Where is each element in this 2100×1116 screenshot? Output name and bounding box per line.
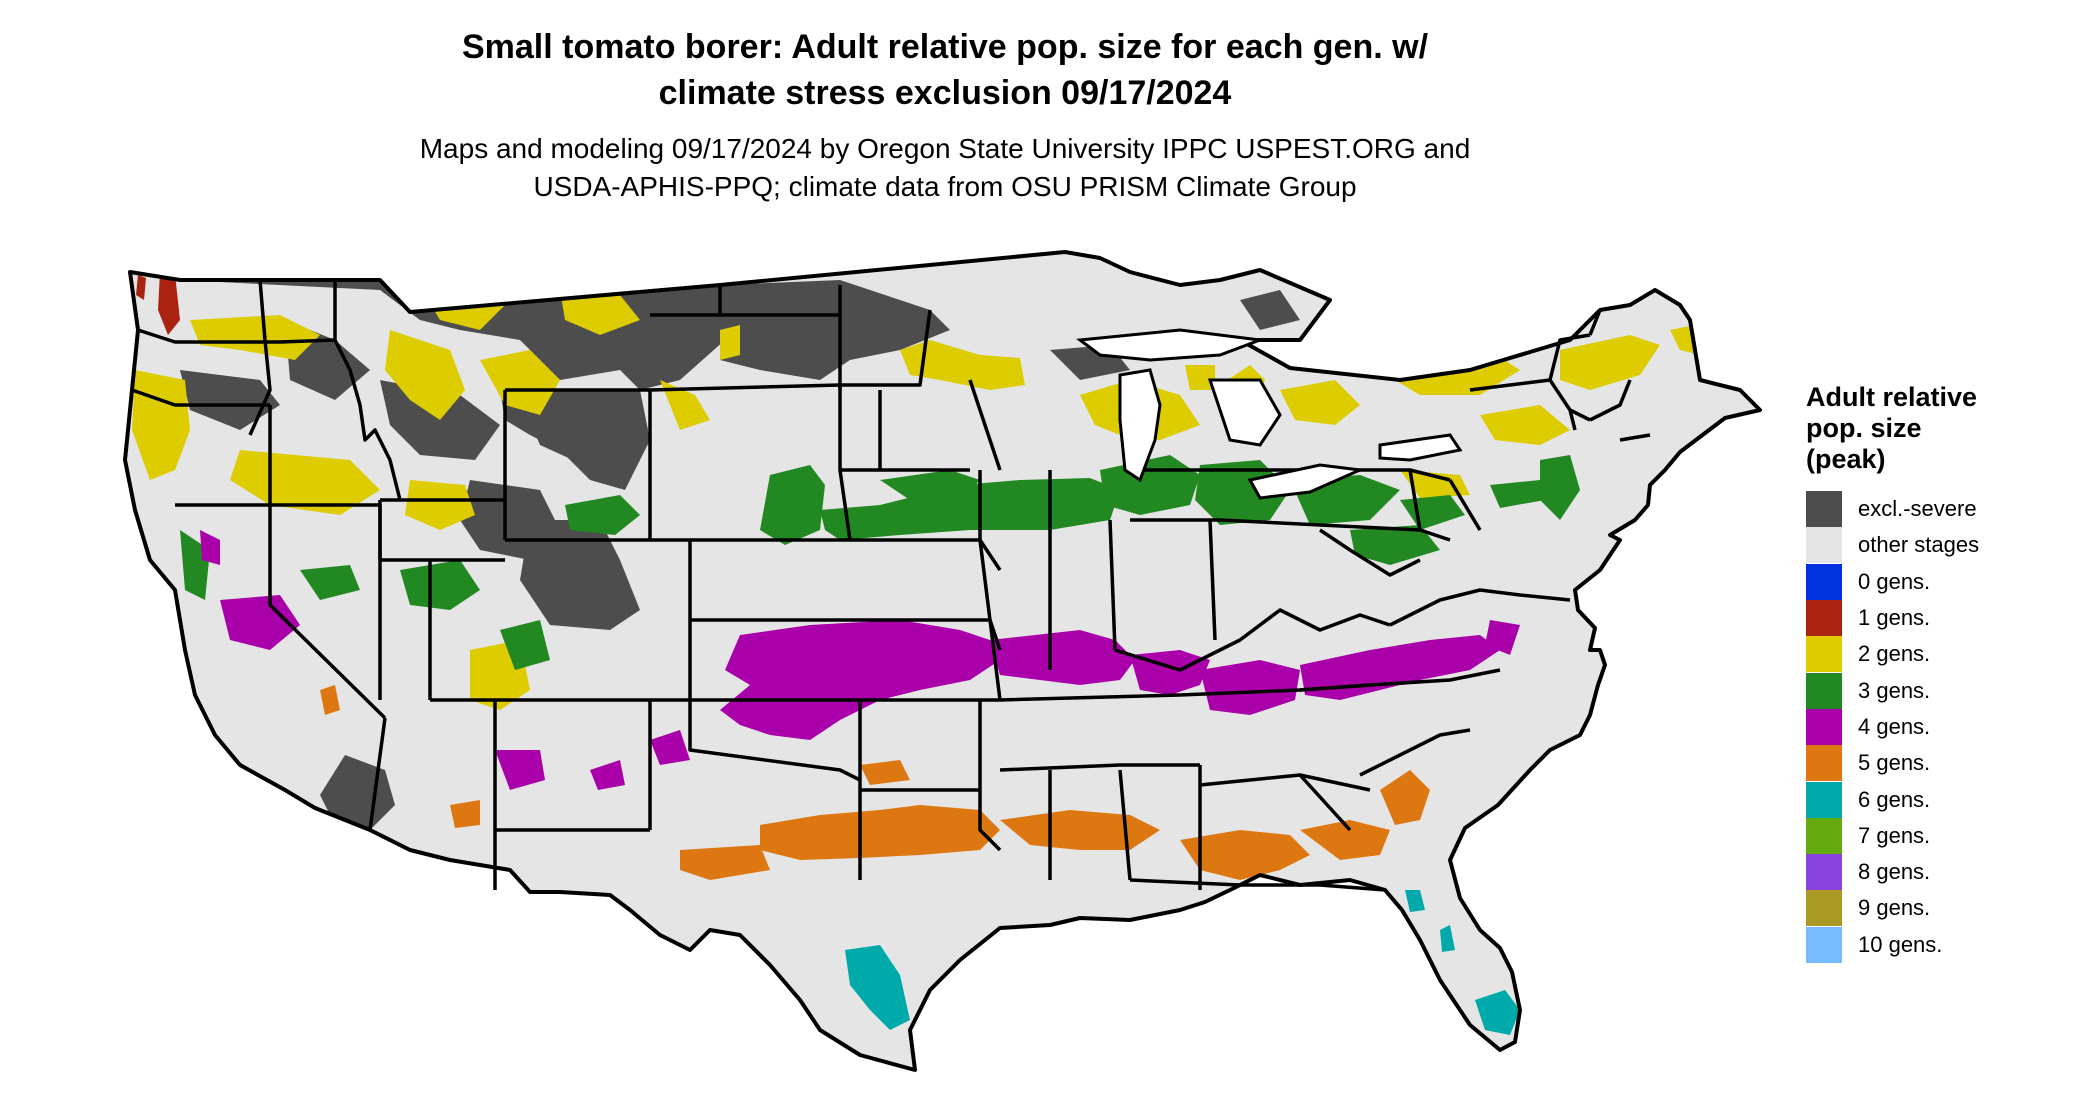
legend-label: 3 gens. <box>1858 677 1931 703</box>
legend-item: excl.-severe <box>1806 491 2086 528</box>
legend-label: 6 gens. <box>1858 786 1931 812</box>
legend-item: 5 gens. <box>1806 745 2086 782</box>
legend-swatch <box>1806 817 1842 854</box>
legend-swatch <box>1806 563 1842 600</box>
region-5-gen <box>320 685 1430 880</box>
map-subtitle: Maps and modeling 09/17/2024 by Oregon S… <box>0 130 1890 206</box>
legend-label: 2 gens. <box>1858 641 1931 667</box>
legend-item: 3 gens. <box>1806 672 2086 709</box>
map-subtitle-line-1: Maps and modeling 09/17/2024 by Oregon S… <box>419 133 1471 164</box>
region-1-gen <box>136 272 180 335</box>
map-title-line-2: climate stress exclusion 09/17/2024 <box>658 74 1232 112</box>
legend-swatch <box>1806 491 1842 528</box>
legend-item: 4 gens. <box>1806 708 2086 745</box>
map-title-line-1: Small tomato borer: Adult relative pop. … <box>461 28 1429 66</box>
legend-swatch <box>1806 672 1842 709</box>
legend-item: 8 gens. <box>1806 854 2086 891</box>
legend-swatch <box>1806 890 1842 927</box>
legend-label: 7 gens. <box>1858 822 1931 848</box>
legend-swatch <box>1806 708 1842 745</box>
legend-label: 1 gens. <box>1858 605 1931 631</box>
legend-item: 9 gens. <box>1806 890 2086 927</box>
legend-item: 7 gens. <box>1806 817 2086 854</box>
legend-swatch <box>1806 926 1842 963</box>
legend-label: 9 gens. <box>1858 895 1931 921</box>
legend-item: 10 gens. <box>1806 926 2086 963</box>
legend-title-line-2: pop. size <box>1806 413 1922 443</box>
us-map <box>120 230 1770 1110</box>
legend-label: excl.-severe <box>1858 496 1977 522</box>
legend-title-line-3: (peak) <box>1806 444 1886 474</box>
us-map-svg <box>123 250 1762 1072</box>
us-outline <box>123 250 1762 1072</box>
legend-item: 6 gens. <box>1806 781 2086 818</box>
region-6-gen <box>845 890 1520 1035</box>
legend-label: 0 gens. <box>1858 568 1931 594</box>
legend-item: 1 gens. <box>1806 600 2086 637</box>
legend-swatch <box>1806 636 1842 673</box>
legend-label: 10 gens. <box>1858 931 1943 957</box>
state-borders <box>131 279 1651 892</box>
legend-swatch <box>1806 781 1842 818</box>
lake-superior <box>1076 328 1261 362</box>
map-title-block: Small tomato borer: Adult relative pop. … <box>0 24 1890 206</box>
lake-erie <box>1247 463 1366 500</box>
legend-label: 8 gens. <box>1858 859 1931 885</box>
legend-label: other stages <box>1858 532 1980 558</box>
legend-item: 2 gens. <box>1806 636 2086 673</box>
legend-swatch <box>1806 745 1842 782</box>
lake-huron <box>1207 378 1282 447</box>
legend-swatch <box>1806 600 1842 637</box>
lake-michigan <box>1118 368 1162 483</box>
legend-title-line-1: Adult relative <box>1806 382 1978 412</box>
legend-item: 0 gens. <box>1806 563 2086 600</box>
legend-label: 5 gens. <box>1858 750 1931 776</box>
legend: Adult relative pop. size (peak) excl.-se… <box>1806 382 2086 963</box>
region-7-gen <box>1460 1055 1495 1070</box>
legend-label: 4 gens. <box>1858 713 1931 739</box>
legend-title: Adult relative pop. size (peak) <box>1806 382 2086 475</box>
legend-swatch <box>1806 854 1842 891</box>
map-subtitle-line-2: USDA-APHIS-PPQ; climate data from OSU PR… <box>533 171 1357 202</box>
legend-item: other stages <box>1806 527 2086 564</box>
great-lakes <box>1076 328 1463 500</box>
legend-items: excl.-severe other stages 0 gens. 1 gens. 2 … <box>1806 491 2086 963</box>
legend-swatch <box>1806 527 1842 564</box>
lake-ontario <box>1378 433 1463 462</box>
